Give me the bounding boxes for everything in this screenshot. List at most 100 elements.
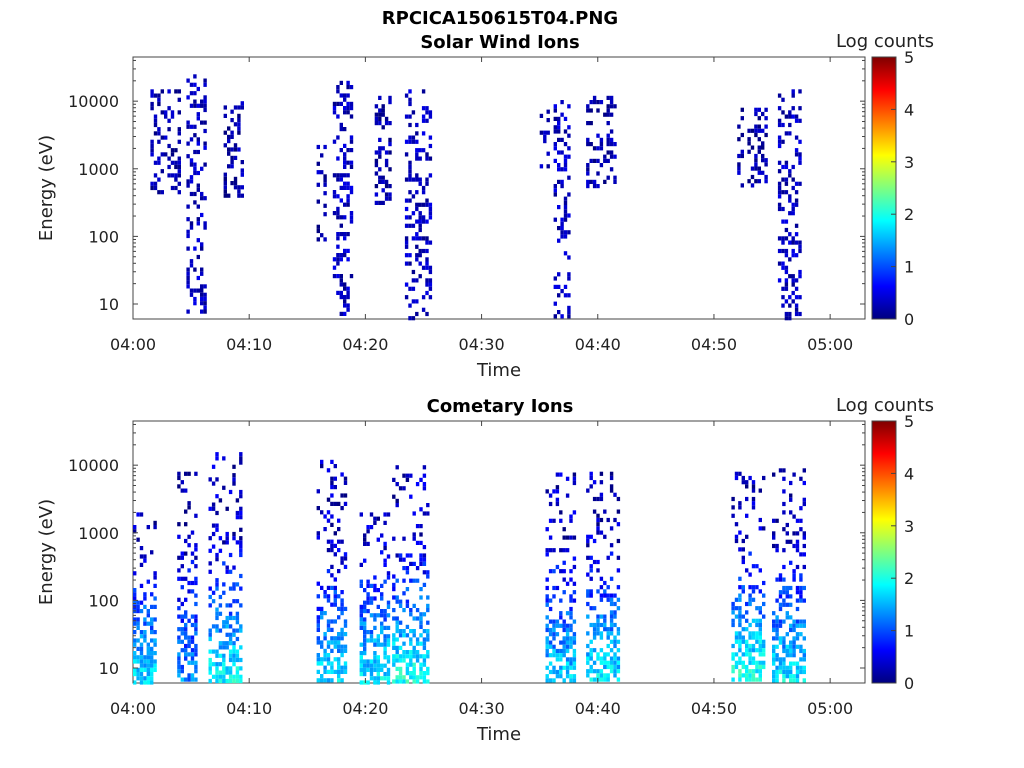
heatmap-cell: [336, 89, 340, 94]
heatmap-cell: [599, 656, 604, 661]
heatmap-cell: [782, 674, 786, 679]
heatmap-cell: [592, 660, 597, 665]
heatmap-cell: [802, 619, 806, 624]
heatmap-cell: [775, 619, 779, 624]
heatmap-cell: [572, 678, 577, 683]
heatmap-cell: [613, 622, 617, 628]
heatmap-cell: [782, 602, 786, 607]
heatmap-cell: [565, 636, 570, 641]
heatmap-cell: [609, 484, 614, 489]
heatmap-cell: [203, 225, 207, 230]
heatmap-cell: [415, 311, 419, 317]
heatmap-cell: [376, 663, 380, 668]
heatmap-cell: [764, 179, 768, 184]
heatmap-cell: [569, 598, 573, 603]
heatmap-cell: [136, 667, 140, 672]
heatmap-cell: [426, 620, 430, 625]
heatmap-cell: [784, 269, 789, 275]
heatmap-cell: [543, 134, 547, 139]
heatmap-cell: [567, 230, 571, 235]
colorbar-label-solar-wind: Log counts: [836, 31, 934, 52]
heatmap-cell: [606, 112, 610, 117]
heatmap-cell: [761, 158, 765, 163]
heatmap-cell: [316, 623, 320, 628]
heatmap-cell: [565, 665, 570, 670]
heatmap-cell: [196, 112, 200, 117]
heatmap-cell: [422, 553, 427, 558]
heatmap-cell: [603, 660, 607, 665]
heatmap-cell: [754, 162, 758, 167]
heatmap-cell: [589, 648, 593, 653]
heatmap-cell: [232, 628, 236, 633]
heatmap-cell: [404, 114, 409, 119]
heatmap-cell: [157, 127, 161, 132]
heatmap-cell: [569, 678, 573, 683]
heatmap-cell: [569, 640, 573, 645]
heatmap-cell: [374, 150, 379, 155]
heatmap-cell: [751, 677, 756, 682]
heatmap-cell: [333, 476, 337, 481]
heatmap-cell: [180, 614, 184, 619]
heatmap-cell: [751, 618, 756, 623]
heatmap-cell: [567, 192, 571, 197]
heatmap-cell: [422, 486, 427, 491]
heatmap-cell: [555, 653, 560, 658]
heatmap-cell: [596, 559, 600, 565]
heatmap-cell: [738, 639, 742, 644]
heatmap-cell: [555, 648, 560, 654]
heatmap-cell: [196, 137, 200, 142]
heatmap-cell: [187, 677, 191, 682]
heatmap-cell: [613, 142, 617, 147]
heatmap-cell: [755, 660, 759, 665]
heatmap-cell: [762, 643, 766, 649]
heatmap-cell: [222, 653, 226, 658]
heatmap-cell: [751, 585, 756, 590]
heatmap-cell: [326, 669, 331, 674]
heatmap-cell: [799, 669, 803, 675]
heatmap-cell: [543, 130, 547, 135]
heatmap-cell: [369, 672, 374, 677]
heatmap-cell: [567, 125, 571, 130]
heatmap-cell: [139, 655, 144, 660]
heatmap-cell: [421, 190, 426, 195]
heatmap-cell: [785, 539, 789, 544]
heatmap-cell: [187, 589, 191, 594]
heatmap-cell: [772, 653, 776, 658]
heatmap-cell: [557, 205, 561, 210]
heatmap-cell: [150, 592, 154, 597]
heatmap-cell: [405, 671, 410, 676]
heatmap-cell: [330, 665, 334, 670]
heatmap-cell: [757, 116, 761, 121]
heatmap-cell: [320, 170, 324, 175]
heatmap-cell: [415, 540, 420, 545]
heatmap-cell: [218, 498, 223, 503]
heatmap-cell: [150, 680, 154, 685]
heatmap-cell: [422, 645, 427, 650]
heatmap-cell: [326, 627, 331, 632]
heatmap-cell: [320, 657, 324, 662]
heatmap-cell: [157, 101, 161, 107]
heatmap-cell: [599, 669, 604, 674]
heatmap-cell: [223, 113, 227, 118]
heatmap-cell: [208, 569, 212, 574]
heatmap-cell: [609, 576, 614, 581]
heatmap-cell: [425, 240, 429, 245]
heatmap-cell: [560, 234, 564, 239]
heatmap-cell: [228, 569, 233, 574]
heatmap-cell: [187, 643, 191, 649]
heatmap-cell: [232, 582, 236, 587]
heatmap-cell: [153, 118, 158, 123]
heatmap-cell: [235, 653, 240, 658]
heatmap-cell: [383, 520, 387, 525]
heatmap-cell: [789, 627, 793, 633]
heatmap-cell: [215, 494, 219, 499]
heatmap-cell: [791, 93, 795, 98]
heatmap-cell: [419, 620, 423, 625]
heatmap-cell: [772, 518, 776, 523]
heatmap-cell: [405, 473, 410, 478]
heatmap-cell: [349, 211, 354, 216]
heatmap-cell: [167, 156, 171, 161]
heatmap-cell: [777, 190, 782, 195]
